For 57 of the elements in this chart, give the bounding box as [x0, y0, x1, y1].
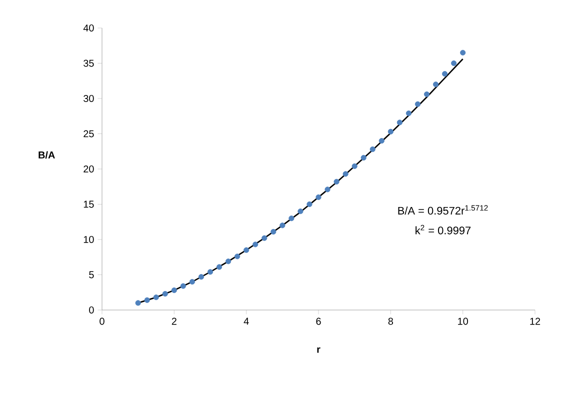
point — [198, 274, 204, 280]
point — [334, 178, 340, 184]
point — [324, 186, 330, 192]
y-tick-label: 20 — [84, 165, 94, 173]
point — [226, 258, 232, 264]
x-tick-label: 4 — [244, 318, 249, 325]
y-tick-label: 5 — [89, 271, 94, 278]
point — [280, 222, 286, 228]
y-axis-title: B/A — [38, 151, 55, 159]
point — [378, 138, 384, 144]
point — [216, 264, 222, 270]
y-tick-label: 0 — [89, 306, 94, 314]
point — [144, 297, 150, 303]
point — [406, 110, 412, 116]
point — [189, 279, 195, 285]
point — [316, 194, 322, 200]
y-tick-label: 10 — [84, 236, 94, 244]
point — [360, 154, 366, 161]
point — [252, 242, 258, 248]
y-tick-label: 35 — [84, 60, 94, 67]
point — [306, 201, 312, 208]
point — [135, 300, 141, 306]
point — [153, 294, 159, 300]
point — [352, 163, 358, 169]
point — [396, 120, 402, 126]
point — [298, 208, 304, 214]
annotation: B/A = 0.9572r$^{1.5712}$ — [398, 205, 488, 215]
point — [342, 171, 348, 177]
point — [262, 235, 268, 241]
point — [432, 82, 439, 88]
point — [244, 247, 250, 253]
point — [460, 50, 466, 56]
x-tick-label: 12 — [530, 318, 540, 325]
point — [424, 91, 430, 98]
point — [288, 216, 294, 222]
point — [207, 269, 214, 275]
point — [414, 101, 421, 107]
y-tick-label: 40 — [83, 24, 94, 32]
point — [442, 71, 448, 77]
point — [171, 287, 177, 294]
y-tick-label: 30 — [84, 94, 94, 102]
y-tick-label: 15 — [84, 200, 94, 208]
point — [388, 128, 394, 134]
x-tick-label: 8 — [388, 318, 394, 325]
point — [370, 146, 376, 152]
x-tick-label: 2 — [172, 318, 176, 325]
point — [270, 228, 276, 235]
point — [162, 290, 168, 297]
point — [180, 283, 186, 289]
x-tick-label: 0 — [100, 318, 104, 325]
annotation: k$^{2}$ = 0.9997 — [416, 224, 471, 234]
x-tick-label: 6 — [316, 318, 321, 325]
x-tick-label: 10 — [458, 318, 468, 325]
point — [234, 254, 240, 260]
y-tick-label: 25 — [84, 130, 94, 138]
x-axis-title: r — [317, 347, 320, 353]
point — [451, 60, 457, 66]
